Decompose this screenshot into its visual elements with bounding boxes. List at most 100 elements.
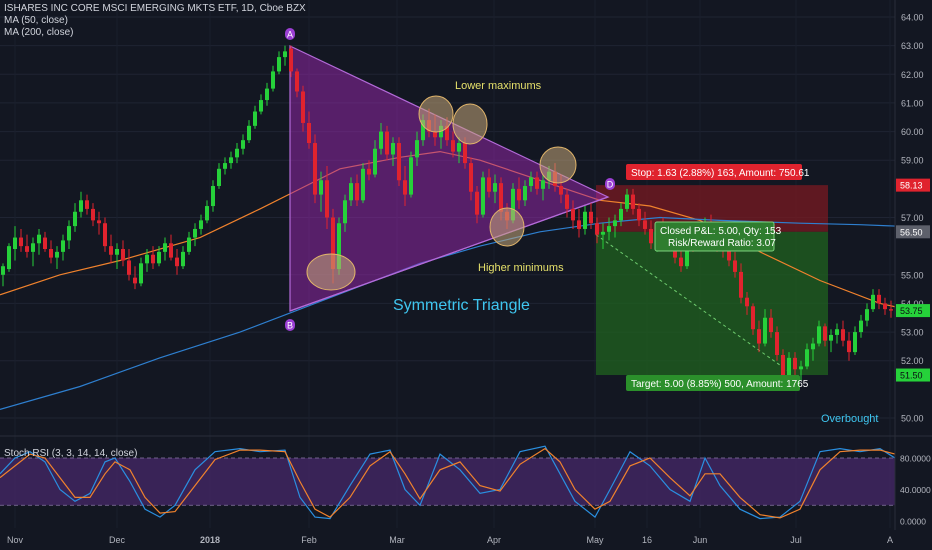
candle-body [781,354,785,376]
target-zone [596,231,828,376]
symmetric-triangle-label: Symmetric Triangle [393,297,530,314]
candle-body [463,143,467,164]
price-tick-label: 59.00 [901,156,924,166]
candle-body [775,332,779,355]
price-label-target: 51.50 [900,371,923,381]
point-b-label: B [287,321,293,331]
price-tick-label: 53.00 [901,328,924,338]
price-label-current: 56.50 [900,227,923,237]
candle-body [205,206,209,221]
point-b: B [285,319,295,331]
candle-body [763,317,767,344]
candle-body [43,237,47,250]
candle-body [295,71,299,92]
candle-body [397,143,401,181]
candle-body [61,240,65,252]
trade-path [595,234,791,373]
candle-body [499,183,503,212]
candle-body [391,143,395,155]
pnl-label: Closed P&L: 5.00, Qty: 153 [660,226,782,237]
candle-body [745,297,749,307]
candle-body [613,220,617,227]
rsi-band [0,458,895,506]
candle-body [307,122,311,144]
candle-body [727,249,731,261]
candle-body [541,180,545,189]
time-tick-label: Jun [693,535,708,545]
time-tick-label: 2018 [200,535,220,545]
candle-body [535,177,539,189]
candle-body [865,309,869,321]
candle-body [577,220,581,229]
candle-body [835,329,839,335]
candle-body [625,194,629,209]
price-label-target-box [896,368,930,382]
rsi-tick-label: 40.0000 [900,485,931,495]
rsi-tick-label: 80.0000 [900,454,931,464]
time-tick-label: Feb [301,535,317,545]
candle-body [817,326,821,344]
candle-body [853,332,857,353]
candle-body [823,326,827,341]
candle-body [877,294,881,304]
candle-body [193,228,197,238]
time-tick-label: May [586,535,604,545]
candle-body [325,180,329,218]
rsi-tick-label: 0.0000 [900,517,926,527]
candle-body [55,251,59,258]
price-tick-label: 57.00 [901,213,924,223]
price-tick-label: 61.00 [901,98,924,108]
candle-body [619,208,623,221]
lower-maximums-label: Lower maximums [455,80,542,92]
candle-body [49,249,53,258]
candle-body [529,177,533,186]
candle-body [175,257,179,267]
price-label-stop-box [896,178,930,192]
candle-body [187,237,191,252]
stoch-rsi-legend[interactable]: Stoch RSI (3, 3, 14, 14, close) [4,448,138,459]
candle-body [277,57,281,72]
candle-body [139,263,143,284]
symbol-legend[interactable]: ISHARES INC CORE MSCI EMERGING MKTS ETF,… [4,3,306,14]
candle-body [451,140,455,152]
ma200-legend[interactable]: MA (200, close) [4,27,74,38]
candle-body [649,228,653,244]
price-tick-label: 60.00 [901,127,924,137]
triangle-lower-edge [289,196,609,312]
price-tick-label: 52.00 [901,356,924,366]
candle-body [289,48,293,72]
point-d-label: D [607,180,614,190]
candle-body [91,208,95,221]
candle-body [595,223,599,235]
candle-body [445,125,449,141]
axes: 64.00 63.00 62.00 61.00 60.00 59.00 57.00 55.00… [7,0,931,545]
ma50-legend[interactable]: MA (50, close) [4,15,68,26]
rsi-line-k [0,445,896,520]
candle-body [301,91,305,123]
candle-body [493,183,497,192]
candle-body [679,257,683,267]
candle-body [847,340,851,353]
candle-body [373,148,377,175]
point-d-marker [605,178,615,190]
candle-body [583,211,587,229]
point-a-marker [285,28,295,40]
candle-body [571,208,575,221]
candle-body [469,163,473,192]
candle-body [523,185,527,201]
price-label-stop: 58.13 [900,181,923,191]
annotations: A B D Lower maximums Higher minimums Symmetri… [285,28,878,425]
candle-body [511,188,515,221]
candle-body [211,185,215,207]
price-tick-label: 50.00 [901,414,924,424]
candle-body [637,208,641,221]
candle-body [883,303,887,310]
candle-body [811,343,815,350]
candle-body [859,320,863,333]
candle-body [109,246,113,255]
candle-body [37,234,41,244]
candle-body [79,200,83,212]
candle-body [73,211,77,227]
candle-body [259,100,263,112]
